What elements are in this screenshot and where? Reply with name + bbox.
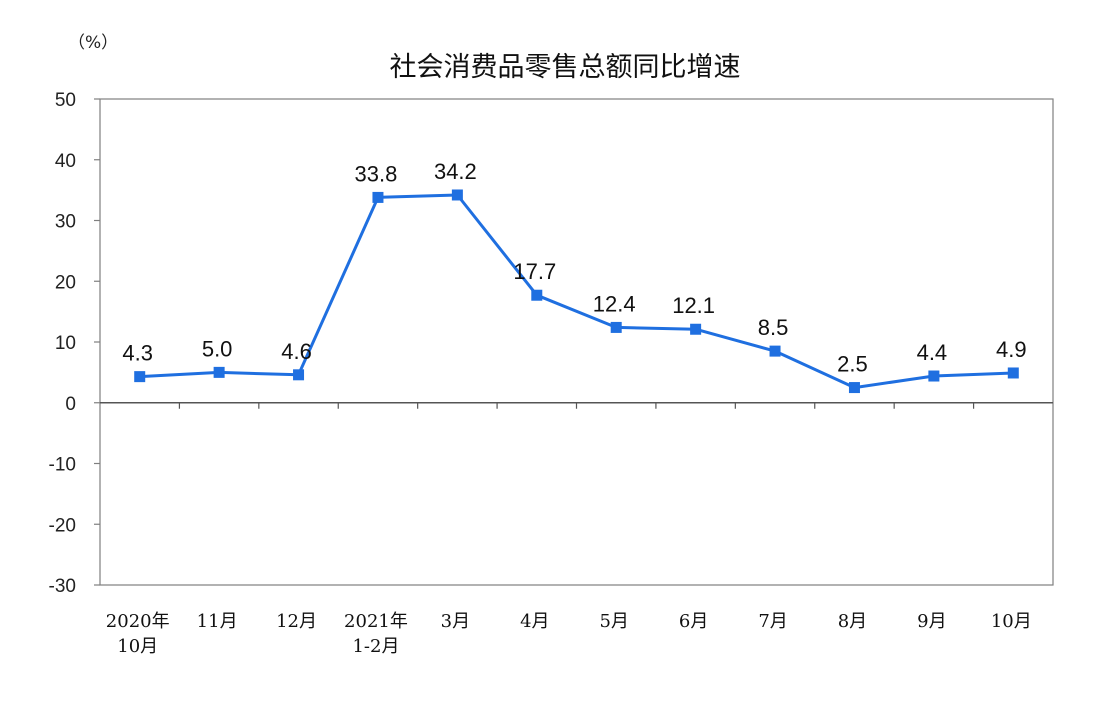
x-tick-label: 4月 bbox=[520, 611, 549, 632]
data-label: 8.5 bbox=[758, 315, 789, 340]
y-tick-label: 20 bbox=[55, 272, 76, 293]
axes: -30 -20 -10 0 10 20 30 40 50 2020年 10月 11月 12月 2021年 1… bbox=[49, 90, 1053, 657]
data-label: 4.4 bbox=[917, 340, 948, 365]
data-point-marker bbox=[610, 321, 622, 333]
series-line bbox=[139, 193, 1014, 390]
data-point-marker bbox=[848, 382, 860, 394]
x-tick-label: 5月 bbox=[599, 611, 628, 632]
x-tick-label: 6月 bbox=[679, 611, 708, 632]
x-tick-label: 2021年 bbox=[344, 611, 408, 632]
x-tick-label: 12月 bbox=[276, 611, 317, 632]
data-label: 17.7 bbox=[513, 259, 556, 284]
x-tick-label: 7月 bbox=[758, 611, 787, 632]
x-tick-label: 2020年 bbox=[106, 611, 170, 632]
data-label: 34.2 bbox=[434, 159, 477, 184]
y-tick-label: -20 bbox=[49, 515, 76, 536]
x-tick-label: 11月 bbox=[197, 611, 238, 632]
data-labels: 4.3 5.0 4.6 33.8 34.2 17.7 12.4 12.1 8.5 2.5 4.4 4.… bbox=[122, 159, 1026, 377]
data-point-marker bbox=[293, 369, 305, 381]
data-label: 12.1 bbox=[672, 293, 715, 318]
data-label: 4.3 bbox=[122, 341, 153, 366]
data-point-marker bbox=[690, 323, 702, 335]
y-tick-label: 30 bbox=[55, 212, 76, 233]
data-point-marker bbox=[372, 191, 384, 203]
y-tick-label: -30 bbox=[49, 576, 76, 597]
x-tick-label: 9月 bbox=[917, 611, 946, 632]
data-label: 4.6 bbox=[281, 339, 312, 364]
y-unit-label: （%） bbox=[68, 33, 118, 53]
y-tick-label: 40 bbox=[55, 151, 76, 172]
data-label: 2.5 bbox=[837, 352, 868, 377]
x-tick-label: 3月 bbox=[441, 611, 470, 632]
data-point-marker bbox=[1007, 367, 1019, 379]
y-tick-label: 0 bbox=[65, 394, 76, 415]
x-tick-label: 8月 bbox=[838, 611, 867, 632]
data-label: 4.9 bbox=[996, 337, 1027, 362]
data-point-marker bbox=[928, 370, 940, 382]
data-point-marker bbox=[451, 189, 463, 201]
data-point-marker bbox=[213, 366, 225, 378]
x-tick-label: 10月 bbox=[117, 636, 158, 657]
data-label: 5.0 bbox=[202, 336, 233, 361]
chart-title: 社会消费品零售总额同比增速 bbox=[390, 52, 741, 83]
data-label: 33.8 bbox=[355, 161, 398, 186]
data-point-marker bbox=[134, 371, 146, 383]
data-point-marker bbox=[531, 289, 543, 301]
x-tick-label: 1-2月 bbox=[352, 636, 399, 657]
plot-area-frame bbox=[99, 98, 1054, 586]
x-tick-label: 10月 bbox=[991, 611, 1032, 632]
y-tick-label: 50 bbox=[55, 90, 76, 111]
data-point-marker bbox=[769, 345, 781, 357]
y-tick-label: -10 bbox=[49, 455, 76, 476]
series-layer bbox=[134, 189, 1019, 394]
y-tick-label: 10 bbox=[55, 333, 76, 354]
data-label: 12.4 bbox=[593, 291, 636, 316]
